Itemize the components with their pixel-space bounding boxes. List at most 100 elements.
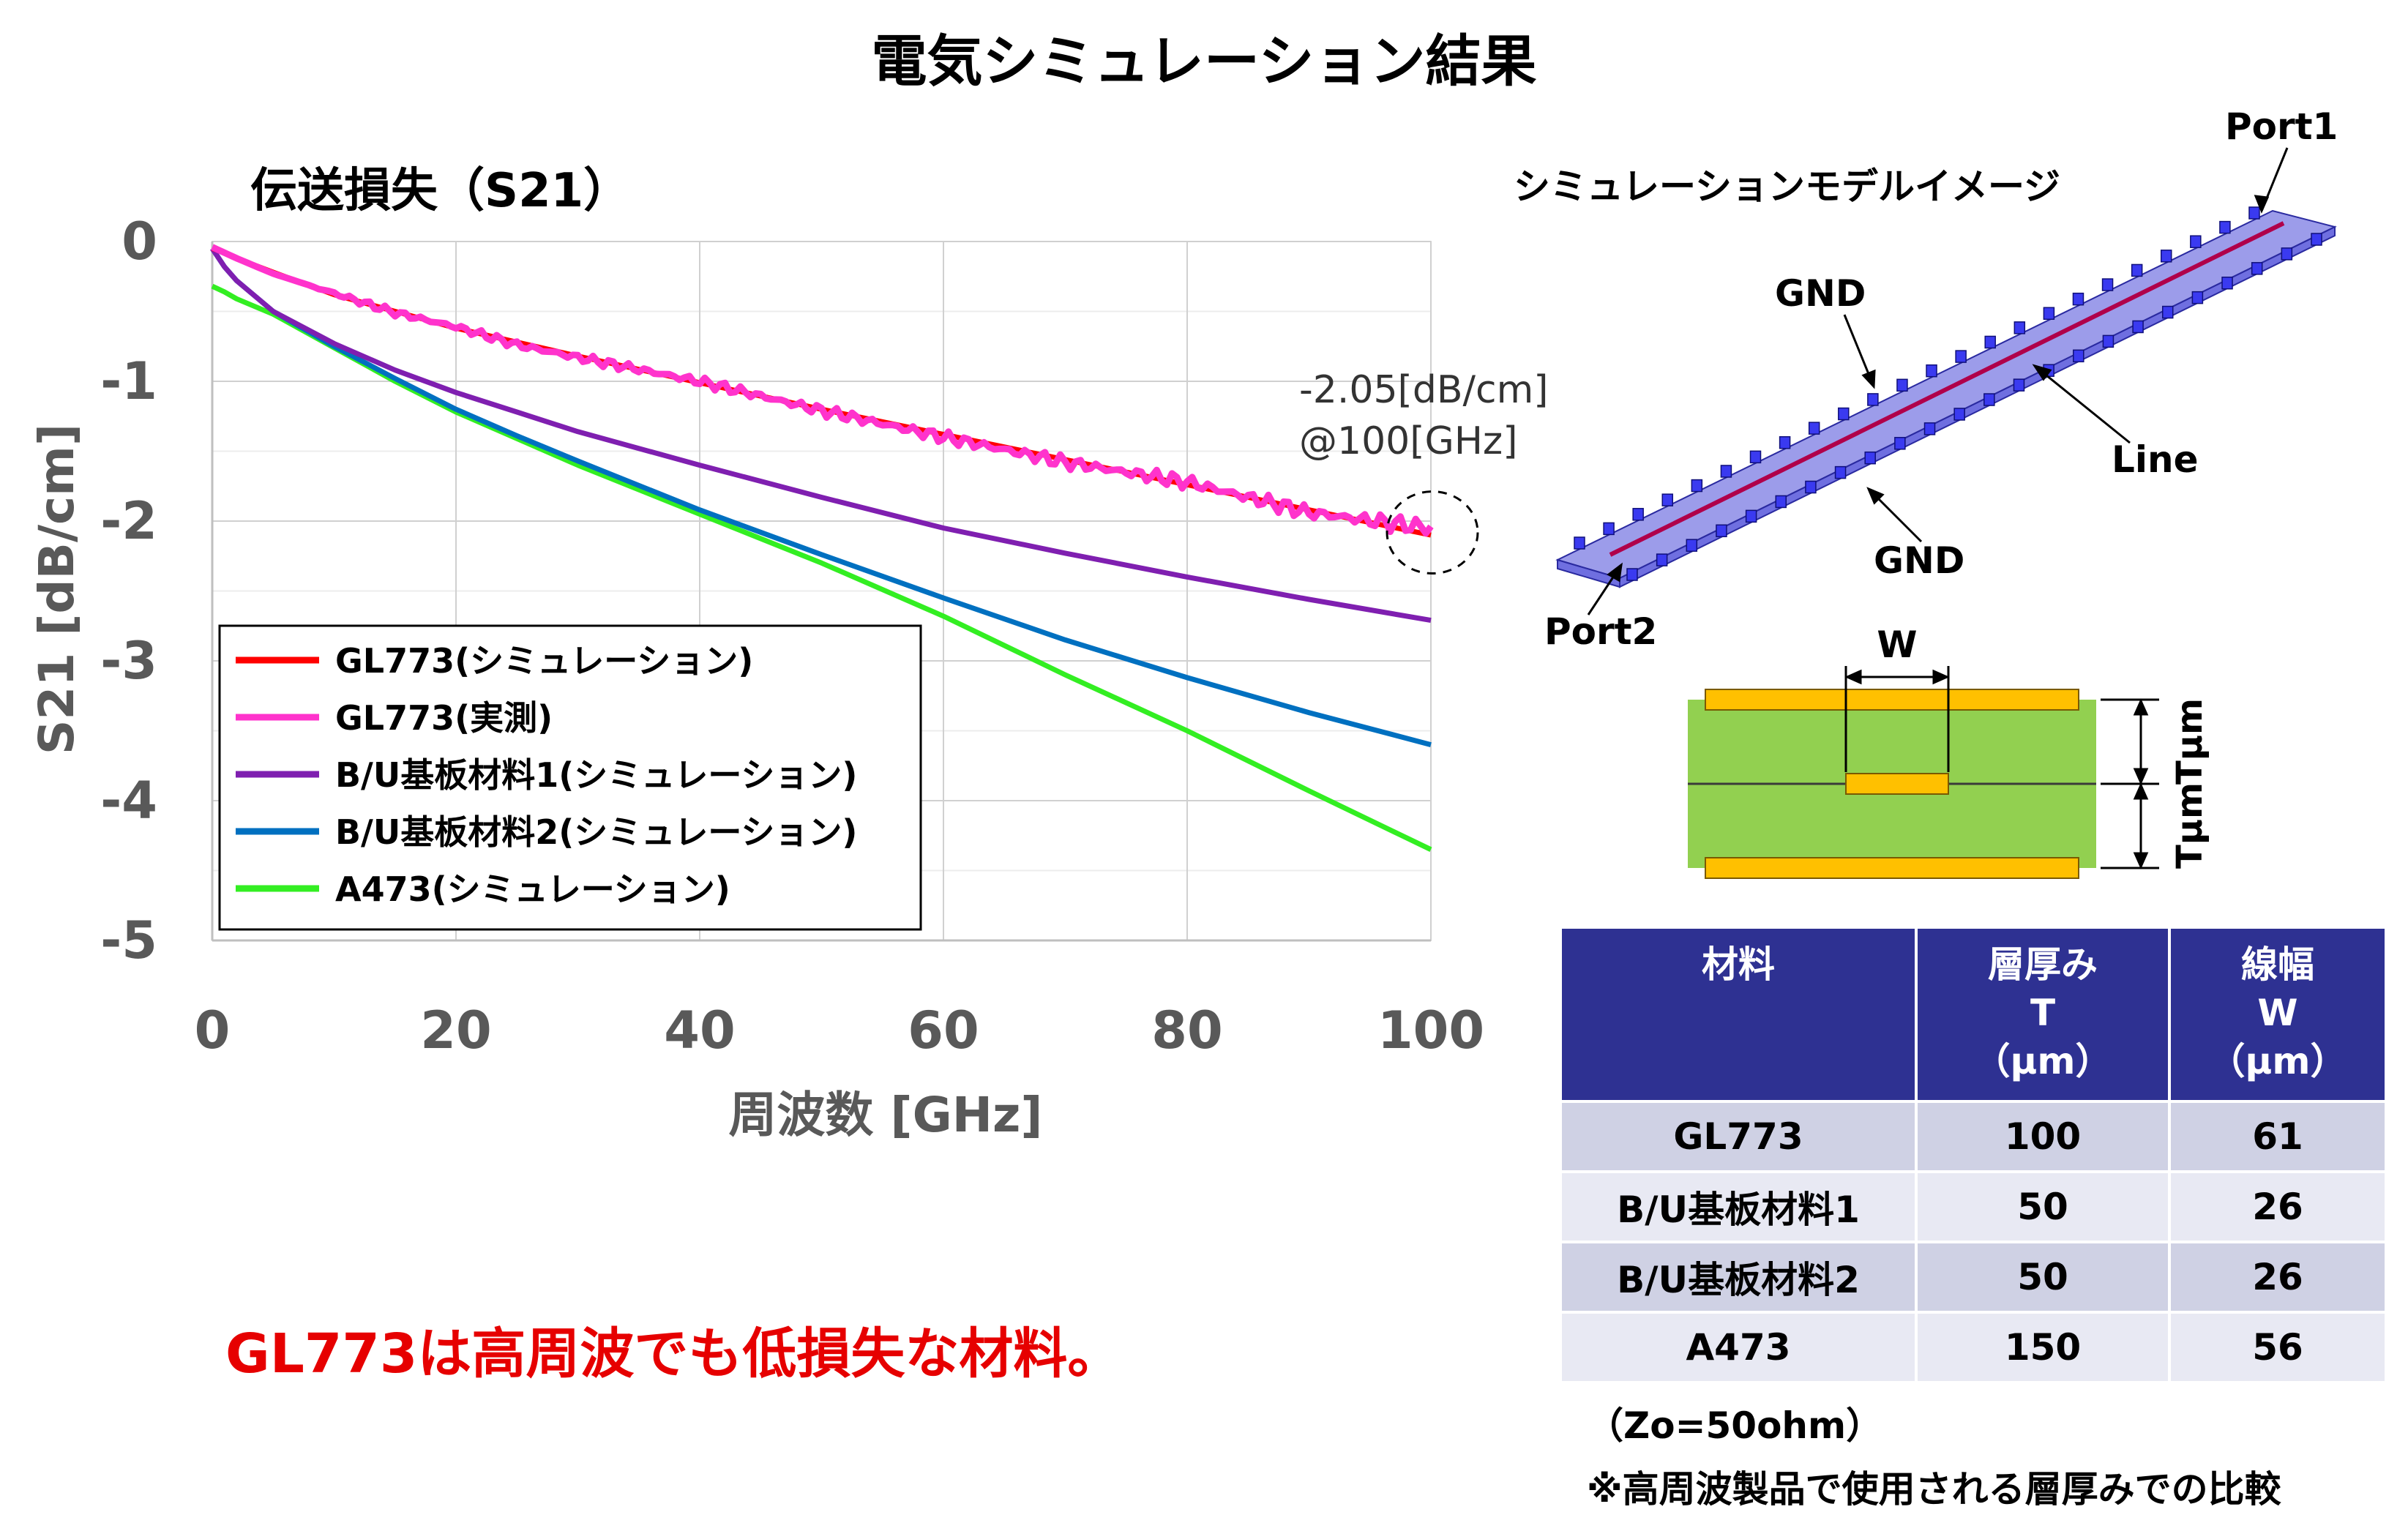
- via-icon: [1867, 393, 1879, 406]
- series-line-2: [211, 244, 1434, 537]
- via-icon: [1632, 508, 1644, 521]
- t-dimension-label-bottom: Tμm: [2169, 782, 2210, 869]
- annotation-text: -2.05[dB/cm]: [1299, 368, 1549, 412]
- table-row: B/U基板材料2 50 26: [1562, 1243, 2385, 1311]
- impedance-note: （Zo=50ohm）: [1587, 1404, 1883, 1447]
- thickness-cell: 100: [1918, 1103, 2171, 1170]
- x-tick-label: 80: [1151, 1000, 1222, 1060]
- via-icon: [2013, 321, 2026, 334]
- table-row: GL773 100 61: [1562, 1103, 2385, 1170]
- material-cell: B/U基板材料1: [1562, 1173, 1918, 1241]
- header-material: 材料: [1562, 929, 1918, 1100]
- legend: GL773(シミュレーション) GL773(実測) B/U基板材料1(シミュレーショ…: [218, 624, 922, 931]
- legend-entry: GL773(実測): [335, 698, 553, 738]
- spec-table: 材料 層厚み T （μm） 線幅 W （μm） GL773 100 61 B/U基板材料1 5…: [1562, 926, 2385, 1384]
- y-tick-label: -3: [100, 631, 157, 691]
- model-vias: [1574, 206, 2322, 581]
- x-tick-label: 60: [908, 1000, 979, 1060]
- via-icon: [1834, 465, 1847, 479]
- table-row: B/U基板材料1 50 26: [1562, 1173, 2385, 1241]
- via-icon: [1779, 435, 1791, 449]
- via-icon: [1953, 408, 1965, 421]
- via-icon: [1808, 422, 1820, 435]
- material-cell: A473: [1562, 1314, 1918, 1381]
- via-icon: [1894, 437, 1906, 450]
- via-icon: [1838, 407, 1850, 421]
- y-tick-label: -1: [100, 351, 157, 411]
- thickness-cell: 50: [1918, 1243, 2171, 1311]
- via-icon: [2072, 292, 2084, 306]
- model-signal-line: [1609, 221, 2285, 557]
- y-tick-labels: 0 -1 -2 -3 -4 -5: [100, 212, 157, 970]
- via-icon: [1984, 335, 1996, 349]
- via-icon: [1686, 539, 1698, 552]
- simulation-model-image: Port1 Port2 GND GND Line: [1544, 105, 2338, 651]
- w-dimension-label: W: [1877, 624, 1917, 666]
- series-lines: [210, 244, 1434, 852]
- annotation-circle: [1386, 490, 1479, 575]
- via-icon: [1923, 422, 1936, 435]
- via-icon: [1626, 568, 1638, 581]
- signal-line: [1845, 773, 1949, 795]
- via-icon: [1864, 451, 1876, 465]
- via-icon: [1656, 553, 1668, 566]
- via-icon: [2251, 262, 2263, 275]
- y-axis-label: S21 [dB/cm]: [29, 424, 85, 755]
- via-icon: [2013, 378, 2025, 392]
- chart-title: 伝送損失（S21）: [250, 164, 630, 218]
- legend-entry: A473(シミュレーション): [335, 869, 730, 909]
- legend-entry: B/U基板材料1(シミュレーション): [335, 755, 857, 795]
- leader-lines: [1587, 147, 2289, 615]
- header-thickness: 層厚み T （μm）: [1918, 929, 2171, 1100]
- via-icon: [2221, 276, 2233, 290]
- via-icon: [1983, 393, 1995, 406]
- comparison-note: ※高周波製品で使用される層厚みでの比較: [1587, 1468, 2281, 1511]
- via-icon: [2102, 334, 2115, 348]
- x-tick-label: 20: [420, 1000, 491, 1060]
- via-icon: [1926, 364, 1937, 378]
- via-icon: [2281, 247, 2293, 261]
- via-icon: [1574, 536, 1585, 550]
- via-icon: [1661, 493, 1674, 506]
- y-tick-label: 0: [121, 212, 157, 272]
- width-cell: 56: [2171, 1314, 2385, 1381]
- dimension-lines: [1844, 666, 2159, 869]
- via-icon: [1955, 350, 1967, 363]
- legend-entry: B/U基板材料2(シミュレーション): [335, 812, 857, 852]
- via-icon: [2248, 206, 2260, 220]
- y-tick-label: -4: [100, 771, 157, 831]
- page-title: 電気シミュレーション結果: [871, 29, 1537, 94]
- via-icon: [2311, 233, 2322, 246]
- t-dimension-label-top: Tμm: [2169, 698, 2210, 785]
- model-title: シミュレーションモデルイメージ: [1514, 165, 2060, 208]
- spec-table-header: 材料 層厚み T （μm） 線幅 W （μm）: [1562, 929, 2385, 1100]
- series-line-5: [211, 283, 1432, 852]
- via-icon: [1896, 378, 1908, 392]
- line-label: Line: [2112, 438, 2199, 481]
- via-icon: [2191, 291, 2204, 304]
- x-tick-label: 40: [664, 1000, 735, 1060]
- material-cell: B/U基板材料2: [1562, 1243, 1918, 1311]
- via-icon: [2131, 263, 2143, 277]
- via-icon: [1745, 509, 1757, 523]
- via-icon: [1603, 522, 1615, 536]
- via-icon: [2161, 305, 2174, 319]
- port2-label: Port2: [1544, 610, 1657, 651]
- port1-label: Port1: [2225, 105, 2338, 148]
- table-row: A473 150 56: [1562, 1314, 2385, 1381]
- top-ground-plane: [1705, 689, 2079, 711]
- annotation-callout: -2.05[dB/cm] @100[GHz]: [1299, 368, 1549, 575]
- width-cell: 26: [2171, 1173, 2385, 1241]
- via-icon: [1775, 495, 1787, 509]
- s21-chart: 0 -1 -2 -3 -4 -5 0 20 40 60 80 100 伝送損失（S21） 周波数 […: [29, 164, 1549, 1143]
- y-tick-label: -5: [100, 910, 157, 970]
- via-icon: [2043, 307, 2055, 321]
- conclusion-text: GL773は高周波でも低損失な材料。: [225, 1322, 1122, 1385]
- x-tick-label: 100: [1377, 1000, 1484, 1060]
- width-cell: 61: [2171, 1103, 2385, 1170]
- via-icon: [2160, 250, 2172, 263]
- via-icon: [2073, 349, 2084, 363]
- thickness-cell: 50: [1918, 1173, 2171, 1241]
- legend-box: [218, 624, 922, 931]
- legend-entry: GL773(シミュレーション): [335, 641, 753, 681]
